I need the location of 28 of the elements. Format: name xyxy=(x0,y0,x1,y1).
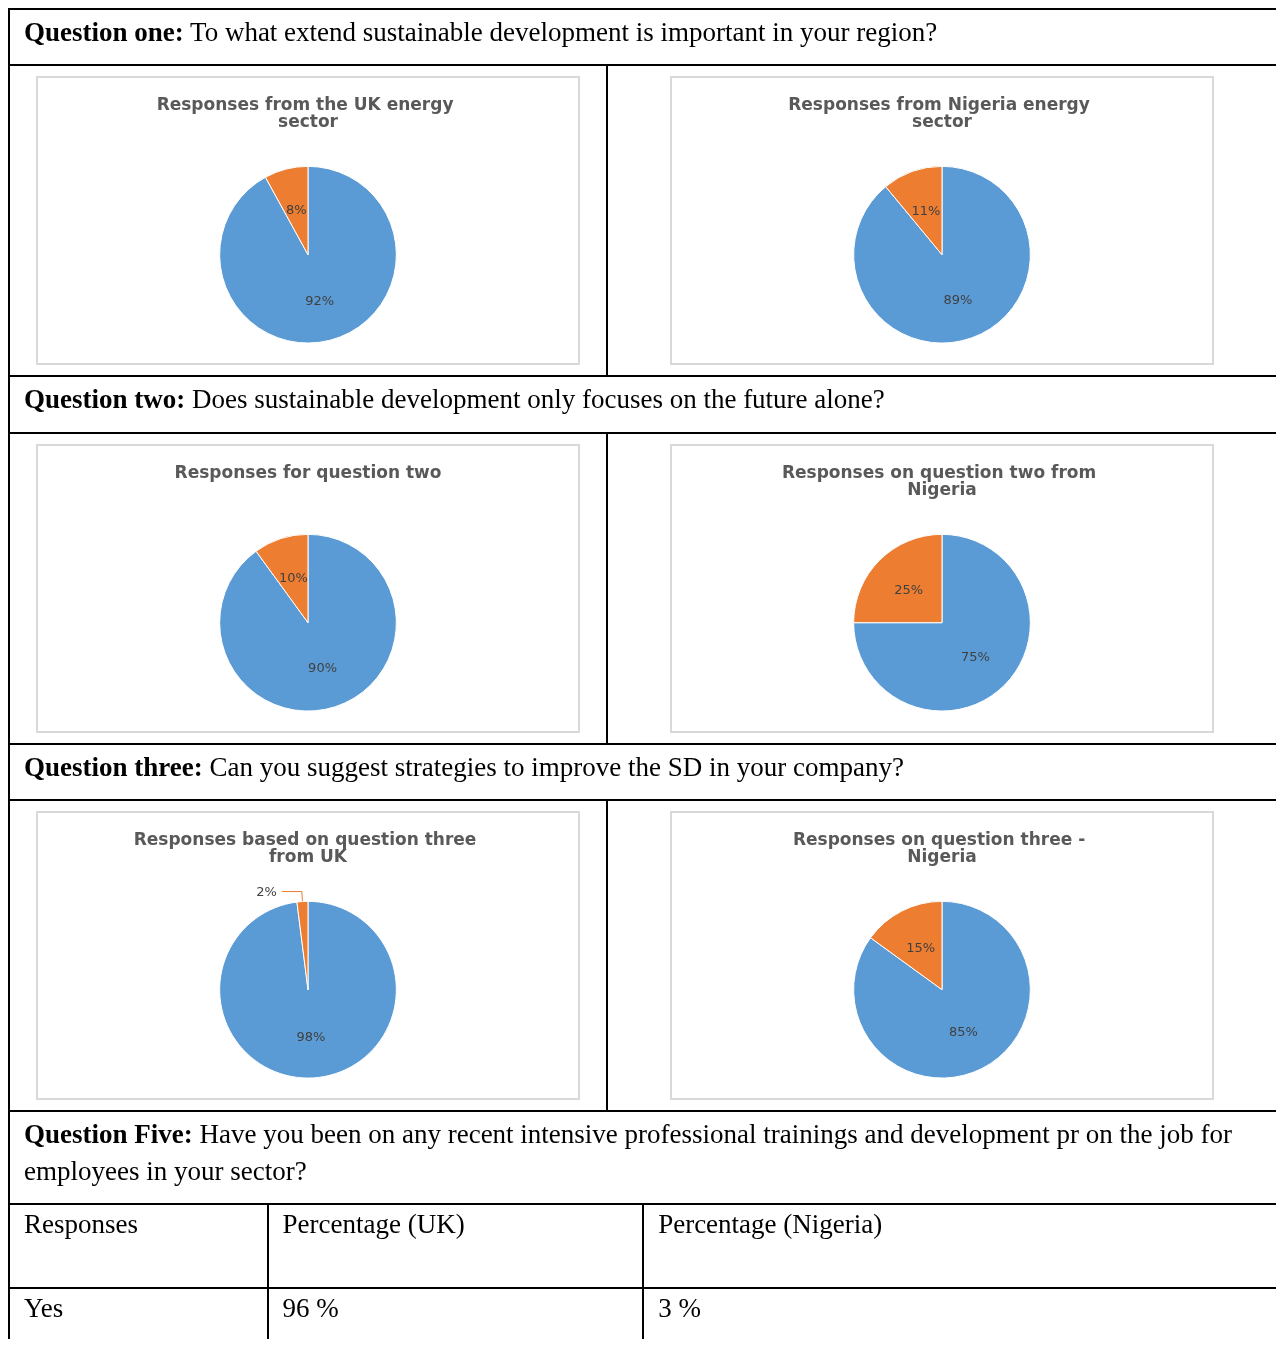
data-label: 2% xyxy=(256,884,277,900)
text: Question two: Does sustainable development only focuses on the future alone? xyxy=(10,377,1276,434)
chart-title: Responses for question two xyxy=(174,461,442,482)
chart-title: Responses based on question three from UK xyxy=(133,828,483,866)
data-label: 25% xyxy=(894,581,924,597)
data-label: 8% xyxy=(285,201,307,217)
data-label: 15% xyxy=(906,940,936,956)
data-label: 89% xyxy=(943,292,973,308)
text: Question three: Can you suggest strategies to improve the SD in your company? xyxy=(10,744,1276,802)
chart-title: Responses on question two from Nigeria xyxy=(781,461,1103,499)
chart-title: Responses on question three - Nigeria xyxy=(792,828,1092,866)
text: Question Five: Have you been on any recent intensive professional trainings and development pr on the job for employees in your sector? xyxy=(10,1112,1276,1206)
chart-title: Responses from Nigeria energy sector xyxy=(788,93,1096,131)
chart-title: Responses from the UK energy sector xyxy=(156,93,460,131)
data-label: 11% xyxy=(911,203,941,219)
data-label: 10% xyxy=(278,570,308,586)
data-label: 75% xyxy=(960,648,990,664)
data-label: 90% xyxy=(308,659,338,675)
data-label: 85% xyxy=(948,1024,978,1040)
data-label: 92% xyxy=(305,293,335,309)
text: 3 % xyxy=(642,1289,1276,1340)
text: Yes xyxy=(23,1292,65,1326)
text: Percentage (Nigeria) xyxy=(642,1205,1276,1288)
text: 96 % xyxy=(266,1289,643,1340)
text: Question one: To what extend sustainable development is important in your region? xyxy=(10,10,1276,67)
text: Percentage (UK) xyxy=(266,1205,643,1288)
text: Responses xyxy=(23,1208,139,1242)
data-label: 98% xyxy=(296,1029,326,1045)
